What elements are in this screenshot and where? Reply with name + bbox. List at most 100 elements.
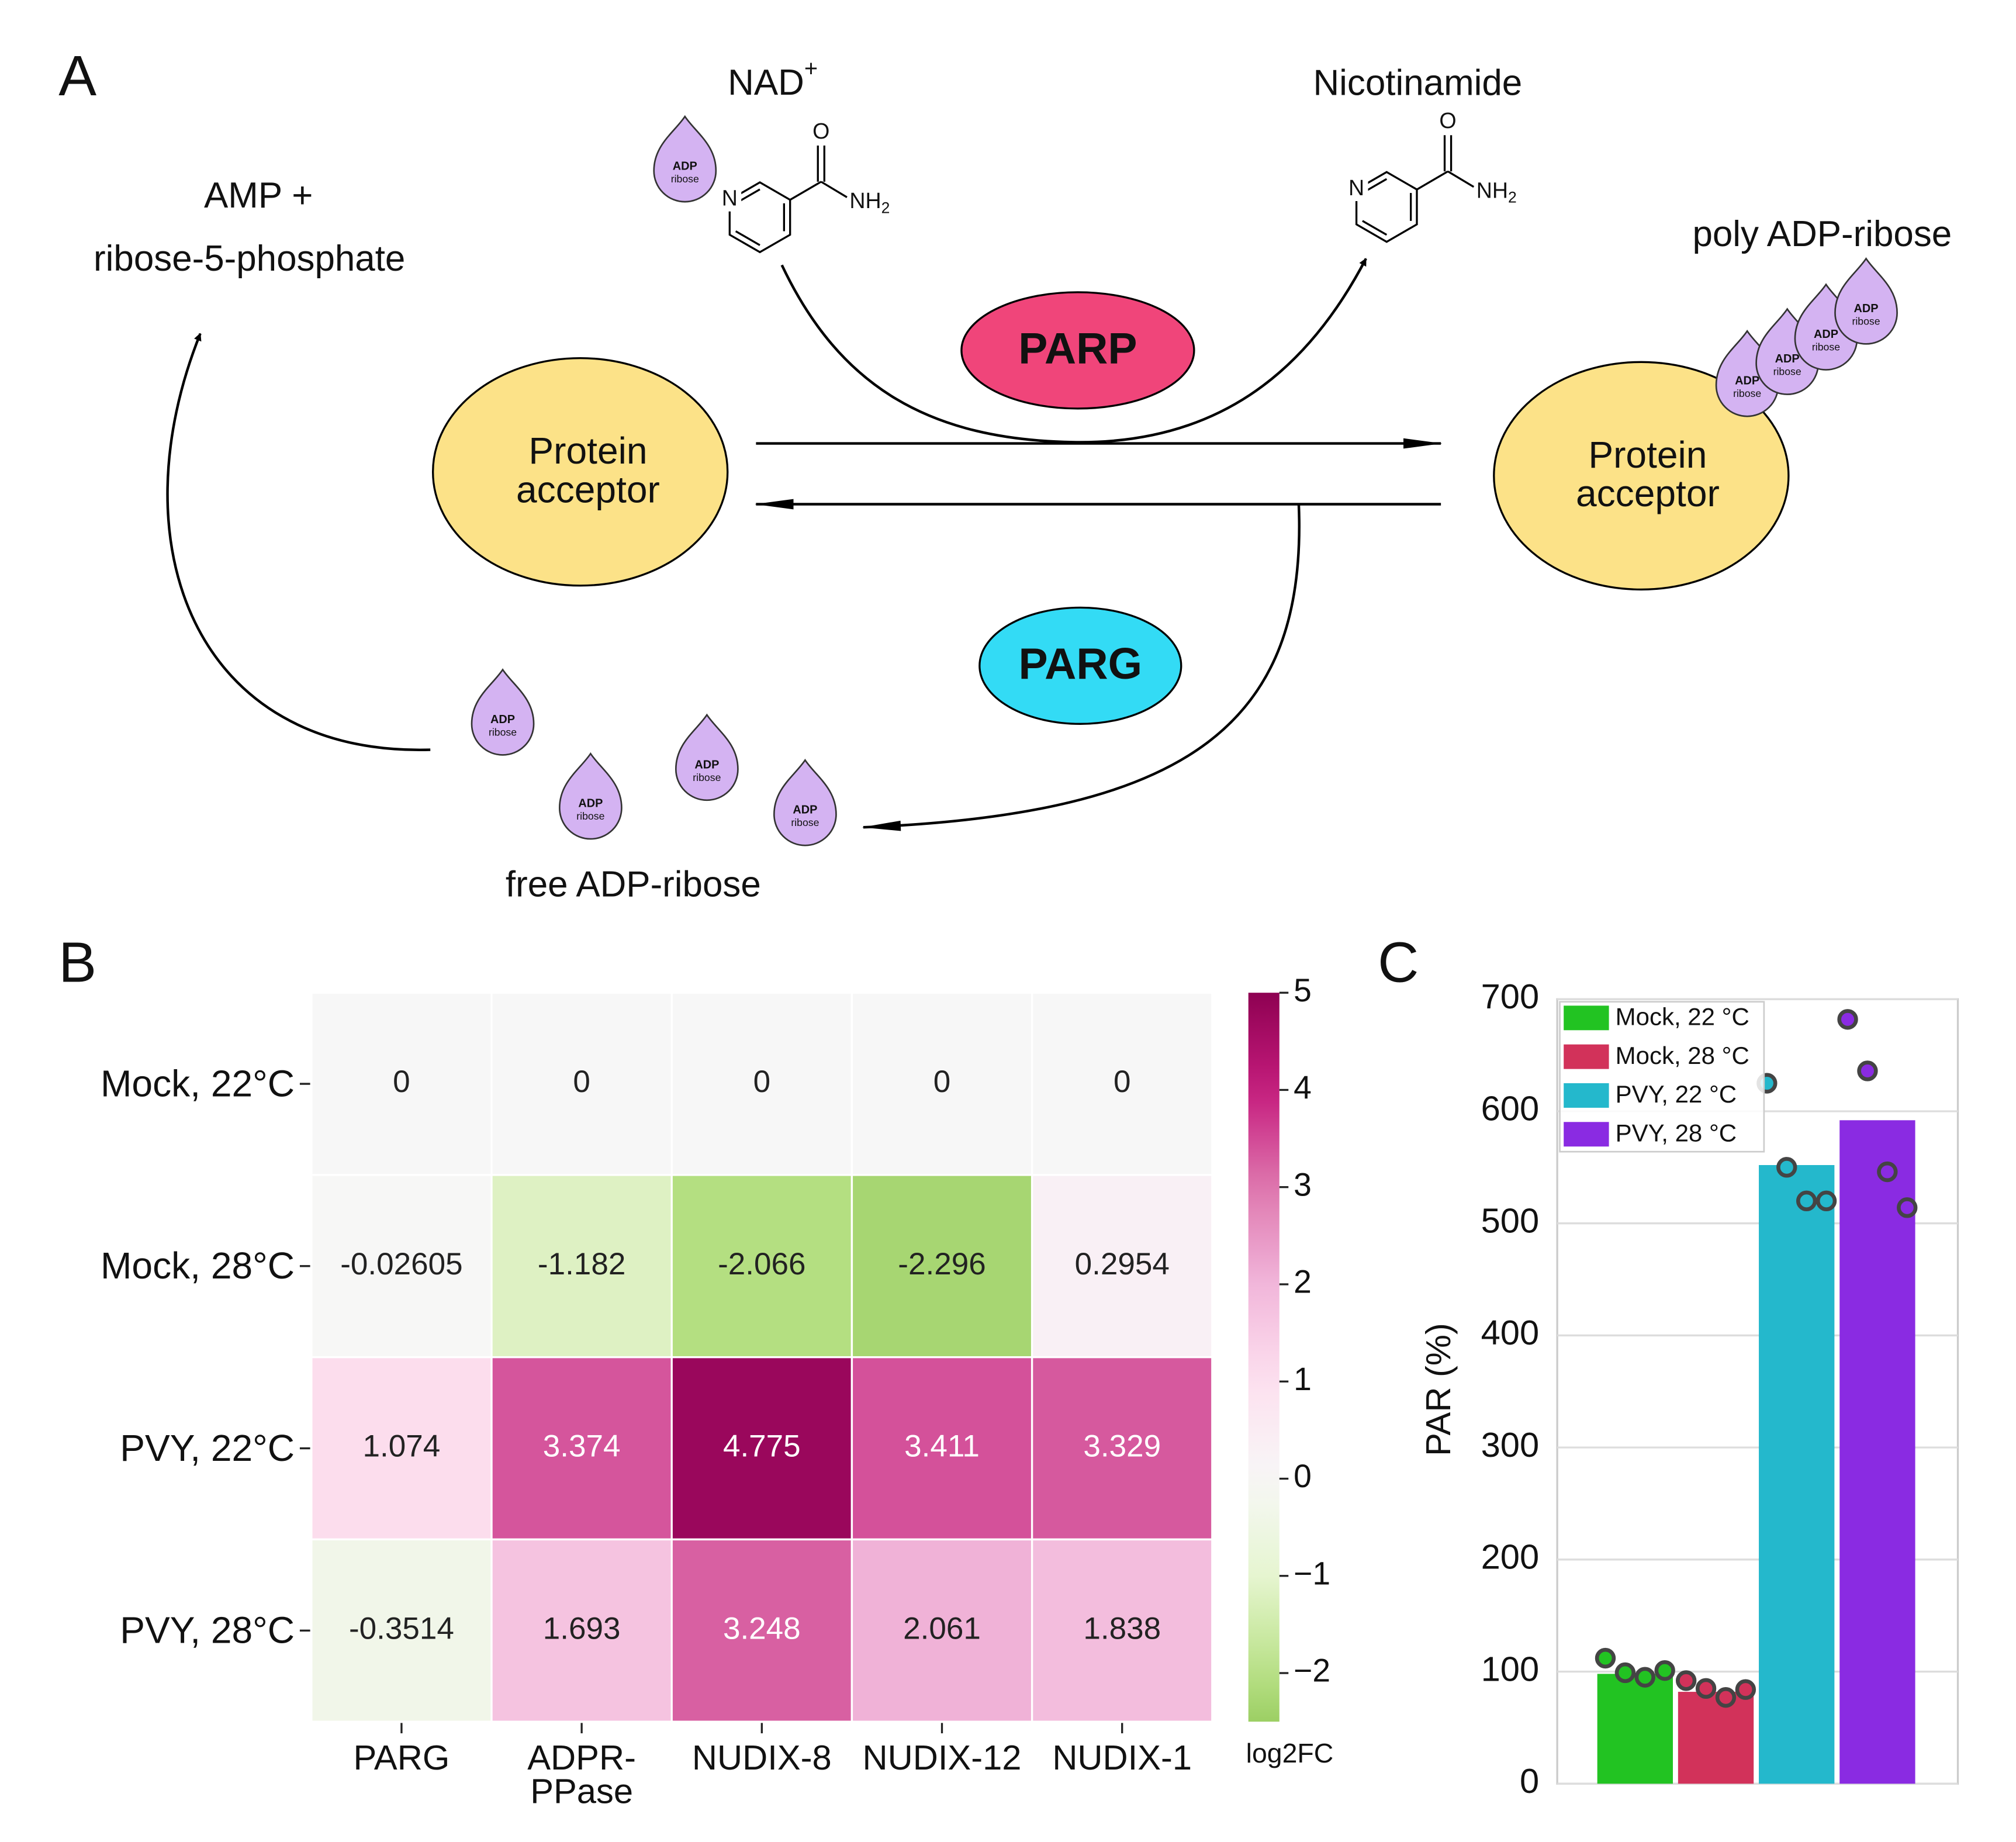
atom-sub: 2 — [1508, 189, 1517, 206]
column-label: NUDIX-1 — [1052, 1738, 1192, 1777]
heatmap-cell — [310, 1356, 493, 1541]
cell-label: -1.182 — [538, 1247, 625, 1281]
parp-enzyme — [960, 291, 1195, 410]
colorbar-tick-label: −1 — [1294, 1555, 1330, 1591]
nad-label: NAD+ — [728, 56, 818, 103]
legend-swatch — [1564, 1005, 1609, 1031]
heatmap-cell — [490, 1174, 673, 1359]
drop-label: ADP — [1735, 375, 1759, 388]
cell-label: 1.074 — [363, 1429, 441, 1464]
legend-swatch — [1564, 1044, 1609, 1069]
y-tick-label: 400 — [1481, 1313, 1540, 1352]
drop-label: ADP — [673, 160, 697, 173]
panel-a: A NAD+ Nicotinamide AMP + ribose-5-phosp… — [58, 44, 1952, 904]
column-label: PPase — [530, 1772, 633, 1811]
cell-label: -2.066 — [718, 1247, 805, 1281]
legend-label: Mock, 22 °C — [1616, 1003, 1749, 1031]
cell-label: 0 — [753, 1065, 771, 1099]
colorbar-tick-label: 1 — [1294, 1361, 1312, 1397]
cell-label: 3.329 — [1083, 1429, 1161, 1464]
drop-label: ribose — [576, 810, 604, 822]
data-point — [1634, 1667, 1655, 1688]
atom-nh2: NH2 — [1476, 178, 1517, 206]
drop-label: ribose — [489, 726, 517, 738]
y-tick-label: 600 — [1481, 1089, 1540, 1128]
column-label: NUDIX-12 — [863, 1738, 1022, 1777]
protein-label: Protein — [528, 430, 647, 472]
panel-label: C — [1378, 931, 1419, 994]
data-point — [1715, 1687, 1737, 1708]
cell-label: 2.061 — [903, 1611, 981, 1646]
data-point — [1857, 1060, 1878, 1081]
heatmap-cell — [670, 1538, 853, 1723]
colorbar-tick-label: 3 — [1294, 1166, 1312, 1202]
protein-label: acceptor — [516, 469, 660, 511]
y-tick-label: 100 — [1481, 1649, 1540, 1688]
drop-label: ribose — [1733, 388, 1761, 399]
row-label: Mock, 22°C — [101, 1062, 295, 1104]
y-tick-label: 0 — [1520, 1761, 1539, 1800]
panel-c: C 0 100 200 300 400 500 600 700 PAR (%) Mock, 22 °… — [1378, 931, 1959, 1800]
heatmap-cell — [490, 991, 673, 1176]
panel-label: B — [58, 931, 96, 994]
data-point — [1654, 1660, 1675, 1681]
data-point — [1695, 1678, 1717, 1699]
cell-label: 0 — [933, 1065, 951, 1099]
colorbar-tick-label: 0 — [1294, 1458, 1312, 1494]
cell-label: -2.296 — [898, 1247, 985, 1281]
bar — [1678, 1692, 1754, 1784]
panel-label: A — [58, 44, 96, 108]
data-point — [1614, 1662, 1636, 1684]
parg-label: PARG — [1019, 639, 1143, 688]
heatmap-cell — [1031, 1174, 1213, 1359]
cell-label: -0.02605 — [340, 1247, 462, 1281]
y-tick-label: 700 — [1481, 977, 1540, 1016]
data-point — [1877, 1161, 1898, 1183]
legend-label: PVY, 22 °C — [1616, 1080, 1737, 1108]
colorbar-tick-label: 4 — [1294, 1069, 1312, 1105]
heatmap-cell — [850, 1356, 1033, 1541]
cell-label: 3.411 — [904, 1429, 980, 1464]
data-point — [1796, 1190, 1817, 1212]
bond — [1447, 170, 1475, 188]
atom-nh: NH — [1476, 178, 1508, 202]
heatmap-cell — [670, 991, 853, 1176]
heatmap-cell — [310, 1174, 493, 1359]
row-label: PVY, 22°C — [120, 1427, 295, 1469]
amp-label: AMP + — [204, 175, 313, 216]
atom-o: O — [812, 119, 829, 143]
data-point — [1837, 1009, 1858, 1030]
nad-charge: + — [804, 56, 818, 81]
drop-label: ribose — [693, 772, 721, 783]
double-bond — [1362, 220, 1388, 236]
colorbar-tick-label: −2 — [1294, 1653, 1330, 1689]
poly-adp-label: poly ADP-ribose — [1692, 214, 1952, 254]
atom-bg — [1344, 178, 1368, 202]
nicotinamide-label: Nicotinamide — [1313, 63, 1522, 103]
data-point — [1816, 1190, 1837, 1212]
drop-label: ADP — [1814, 328, 1838, 341]
heatmap-cell — [310, 991, 493, 1176]
cell-label: 0.2954 — [1075, 1247, 1170, 1281]
atom-sub: 2 — [881, 199, 890, 216]
protein-label: Protein — [1588, 434, 1707, 476]
bar — [1597, 1674, 1673, 1784]
drop-label: ADP — [578, 797, 603, 810]
cell-label: 4.775 — [723, 1429, 801, 1464]
colorbar — [1248, 993, 1280, 1722]
drop-shape — [471, 668, 535, 756]
atom-bg — [718, 188, 742, 212]
data-point — [1595, 1647, 1616, 1669]
data-point — [1735, 1679, 1756, 1700]
bar — [1839, 1120, 1915, 1784]
cell-label: 0 — [1114, 1065, 1131, 1099]
cell-label: -0.3514 — [349, 1611, 454, 1646]
drop-shape — [653, 115, 717, 203]
legend-swatch — [1564, 1083, 1609, 1108]
cell-label: 0 — [393, 1065, 410, 1099]
heatmap-cell — [1031, 991, 1213, 1176]
heatmap-cell — [490, 1538, 673, 1723]
ribose-phosphate-label: ribose-5-phosphate — [94, 239, 405, 279]
legend-label: Mock, 28 °C — [1616, 1042, 1749, 1069]
